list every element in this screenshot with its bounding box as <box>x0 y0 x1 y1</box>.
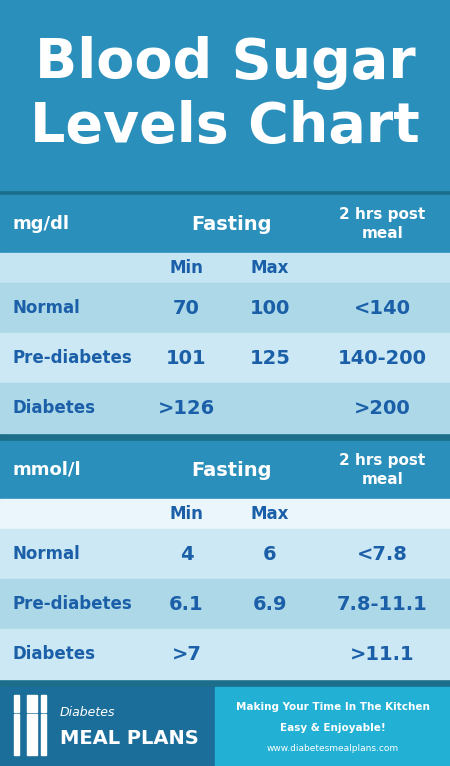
Text: Easy & Enjoyable!: Easy & Enjoyable! <box>279 723 385 733</box>
Bar <box>0 499 450 529</box>
Text: >7: >7 <box>171 644 202 663</box>
Text: 140-200: 140-200 <box>338 349 427 368</box>
Text: 125: 125 <box>250 349 290 368</box>
Text: Pre-diabetes: Pre-diabetes <box>12 595 132 613</box>
Text: 100: 100 <box>250 299 290 317</box>
Text: 2 hrs post
meal: 2 hrs post meal <box>339 453 426 487</box>
Bar <box>14 714 19 755</box>
Bar <box>0 441 450 499</box>
Text: mmol/l: mmol/l <box>12 461 81 479</box>
Text: 4: 4 <box>180 545 194 564</box>
Text: <7.8: <7.8 <box>357 545 408 564</box>
Bar <box>0 283 450 333</box>
Text: Blood Sugar
Levels Chart: Blood Sugar Levels Chart <box>30 36 420 154</box>
Text: Pre-diabetes: Pre-diabetes <box>12 349 132 367</box>
Bar <box>0 529 450 579</box>
Text: 7.8-11.1: 7.8-11.1 <box>337 594 428 614</box>
Text: Max: Max <box>251 259 289 277</box>
Text: Diabetes: Diabetes <box>60 705 116 719</box>
Bar <box>215 687 450 766</box>
Text: Max: Max <box>251 505 289 523</box>
Text: Making Your Time In The Kitchen: Making Your Time In The Kitchen <box>235 702 429 712</box>
Bar <box>0 687 215 766</box>
Bar <box>41 714 46 755</box>
Bar <box>27 695 37 712</box>
Bar <box>41 695 46 712</box>
Text: 101: 101 <box>166 349 207 368</box>
Text: 6: 6 <box>263 545 277 564</box>
Bar <box>0 629 450 679</box>
Text: Normal: Normal <box>12 545 80 563</box>
Text: 70: 70 <box>173 299 200 317</box>
Bar <box>0 383 450 433</box>
Text: >11.1: >11.1 <box>350 644 415 663</box>
Bar <box>27 714 37 755</box>
Text: 6.1: 6.1 <box>169 594 204 614</box>
Bar <box>0 579 450 629</box>
Bar <box>0 195 450 253</box>
Text: Fasting: Fasting <box>191 214 272 234</box>
Text: Min: Min <box>170 505 203 523</box>
Text: MEAL PLANS: MEAL PLANS <box>60 729 199 748</box>
Text: 2 hrs post
meal: 2 hrs post meal <box>339 207 426 241</box>
Bar <box>0 333 450 383</box>
Text: Min: Min <box>170 259 203 277</box>
Text: Normal: Normal <box>12 299 80 317</box>
Text: Diabetes: Diabetes <box>12 399 95 417</box>
Bar <box>0 253 450 283</box>
Text: >126: >126 <box>158 398 215 417</box>
Text: >200: >200 <box>354 398 411 417</box>
Text: <140: <140 <box>354 299 411 317</box>
Text: Diabetes: Diabetes <box>12 645 95 663</box>
Bar <box>14 695 19 712</box>
Bar <box>0 0 450 190</box>
Text: www.diabetesmealplans.com: www.diabetesmealplans.com <box>266 744 399 753</box>
Text: 6.9: 6.9 <box>253 594 287 614</box>
Text: mg/dl: mg/dl <box>12 215 69 233</box>
Text: Fasting: Fasting <box>191 460 272 480</box>
